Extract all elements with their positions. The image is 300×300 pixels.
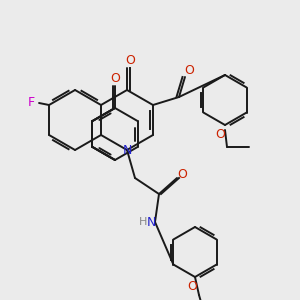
- Text: O: O: [215, 128, 225, 142]
- Text: H: H: [139, 217, 147, 227]
- Text: F: F: [28, 97, 34, 110]
- Text: O: O: [177, 169, 187, 182]
- Text: N: N: [146, 215, 156, 229]
- Text: O: O: [187, 280, 197, 293]
- Text: N: N: [122, 143, 132, 157]
- Text: O: O: [110, 73, 120, 85]
- Text: O: O: [125, 55, 135, 68]
- Text: O: O: [184, 64, 194, 77]
